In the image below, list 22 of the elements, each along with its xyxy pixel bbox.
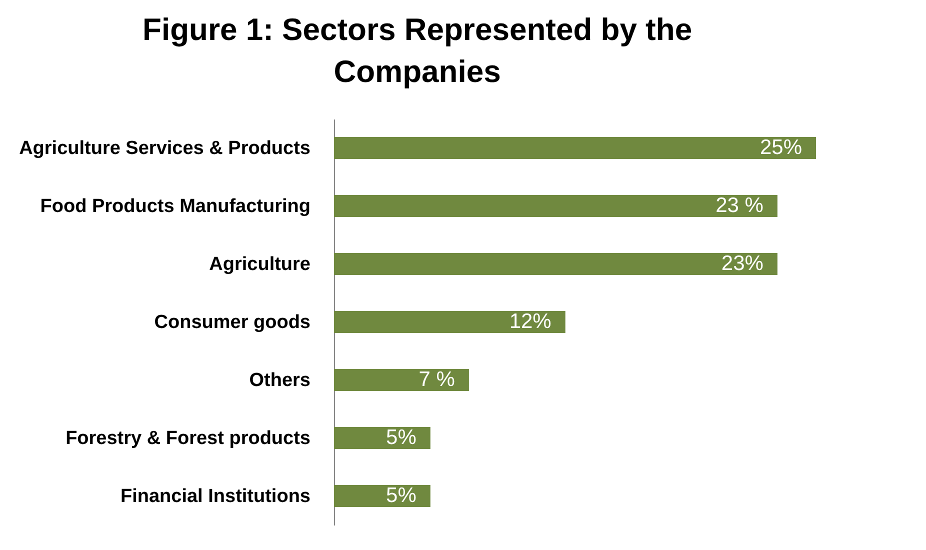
data-label: 7 % bbox=[418, 368, 455, 391]
bar bbox=[334, 427, 430, 449]
y-tick-label: Agriculture bbox=[209, 254, 310, 275]
bar bbox=[334, 485, 430, 507]
bar bbox=[334, 311, 566, 333]
data-label: 25% bbox=[760, 136, 802, 159]
y-tick-label: Consumer goods bbox=[154, 312, 310, 333]
y-tick-label: Food Products Manufacturing bbox=[40, 196, 310, 217]
y-tick-label: Financial Institutions bbox=[120, 486, 310, 507]
y-tick-label: Forestry & Forest products bbox=[66, 428, 310, 449]
bar bbox=[334, 253, 778, 275]
data-label: 23% bbox=[721, 252, 764, 275]
data-label: 23 % bbox=[716, 194, 764, 217]
data-label: 5% bbox=[386, 426, 416, 449]
y-tick-label: Agriculture Services & Products bbox=[19, 138, 310, 159]
data-label: 12% bbox=[509, 310, 552, 333]
bar bbox=[334, 369, 469, 391]
chart-title: Figure 1: Sectors Represented by the Companies bbox=[142, 12, 692, 89]
y-tick-label: Others bbox=[249, 370, 310, 391]
bar bbox=[334, 137, 816, 159]
bar bbox=[334, 195, 778, 217]
data-label: 5% bbox=[386, 484, 416, 507]
